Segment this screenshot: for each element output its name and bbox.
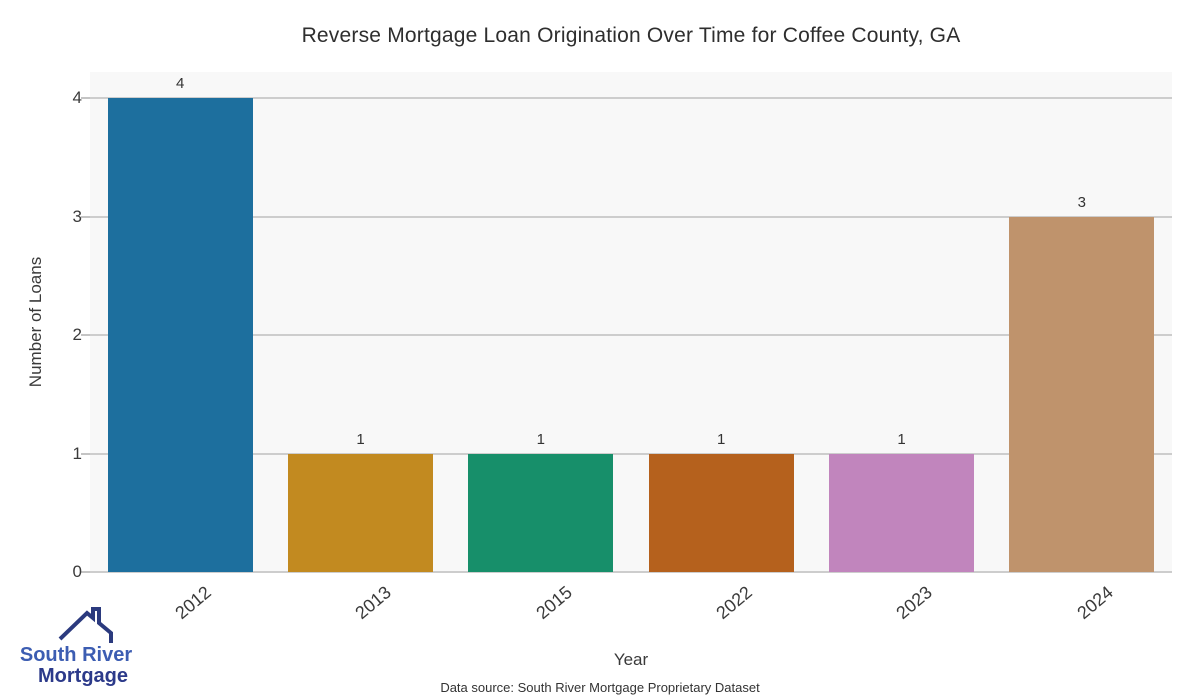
y-tick-mark-0 <box>81 571 90 573</box>
x-tick-label-2024: 2024 <box>1073 582 1117 624</box>
bar-value-label-2024: 3 <box>1077 193 1086 211</box>
x-tick-label-2022: 2022 <box>712 582 757 624</box>
x-tick-label-2015: 2015 <box>532 582 576 624</box>
gridline-y1 <box>90 452 1172 455</box>
y-tick-mark-4 <box>81 97 90 99</box>
bar-2012 <box>107 98 253 572</box>
logo: South River Mortgage <box>14 606 138 687</box>
y-tick-label-4: 4 <box>72 88 82 107</box>
bar-value-label-2022: 1 <box>716 430 726 448</box>
bar-2013 <box>288 453 433 572</box>
y-tick-label-0: 0 <box>72 562 82 581</box>
roof-path <box>58 607 113 643</box>
x-axis-title: Year <box>613 650 649 669</box>
y-axis-title: Number of Loans <box>26 256 45 388</box>
y-tick-label-1: 1 <box>72 443 82 463</box>
gridline-y2 <box>90 334 1172 336</box>
bar-value-label-2013: 1 <box>356 430 365 448</box>
house-roof-icon <box>58 607 113 643</box>
x-tick-label-2013: 2013 <box>351 582 396 624</box>
bar-value-label-2015: 1 <box>536 430 545 448</box>
plot-area: 4 1 1 1 1 3 <box>81 72 1172 573</box>
y-tick-mark-3 <box>81 215 90 218</box>
y-tick-label-3: 3 <box>72 206 82 226</box>
y-tick-mark-1 <box>81 452 90 455</box>
gridline-y4 <box>90 97 1172 99</box>
data-source: Data source: South River Mortgage Propri… <box>440 680 760 695</box>
y-tick-mark-2 <box>81 334 90 336</box>
bar-2024 <box>1009 216 1155 572</box>
chart-title: Reverse Mortgage Loan Origination Over T… <box>301 24 961 47</box>
logo-text-line1: South River <box>19 644 133 666</box>
x-tick-label-2012: 2012 <box>171 582 216 624</box>
bar-2022 <box>648 453 794 572</box>
bar-value-label-2012: 4 <box>175 75 185 92</box>
logo-text-line2: Mortgage <box>38 665 128 687</box>
gridline-y3 <box>90 215 1172 218</box>
gridline-y0 <box>90 571 1172 573</box>
bar-value-label-2023: 1 <box>897 430 906 448</box>
bar-2015 <box>468 453 614 572</box>
x-tick-label-2023: 2023 <box>892 582 937 624</box>
y-tick-label-2: 2 <box>72 325 82 344</box>
bar-2023 <box>829 453 974 572</box>
